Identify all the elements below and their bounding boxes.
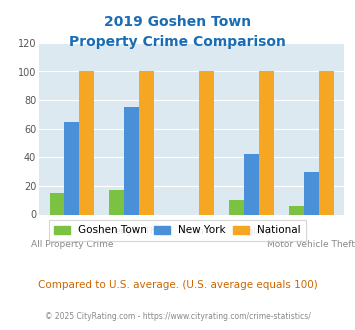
Bar [124,107,139,214]
Text: Larceny & Theft: Larceny & Theft [96,227,168,236]
Bar [65,121,80,214]
Bar [139,72,154,214]
Bar [319,72,334,214]
Text: Arson: Arson [179,227,204,236]
Bar [289,206,304,214]
Bar [259,72,274,214]
Bar [80,72,94,214]
Bar [109,190,124,214]
Text: Property Crime Comparison: Property Crime Comparison [69,35,286,49]
Bar [199,72,214,214]
Bar [244,154,259,214]
Bar [229,200,244,214]
Legend: Goshen Town, New York, National: Goshen Town, New York, National [49,220,306,241]
Text: All Property Crime: All Property Crime [31,240,113,249]
Bar [50,193,65,214]
Text: Burglary: Burglary [232,227,271,236]
Text: © 2025 CityRating.com - https://www.cityrating.com/crime-statistics/: © 2025 CityRating.com - https://www.city… [45,312,310,321]
Text: Motor Vehicle Theft: Motor Vehicle Theft [267,240,355,249]
Text: Compared to U.S. average. (U.S. average equals 100): Compared to U.S. average. (U.S. average … [38,280,317,290]
Bar [304,172,319,214]
Text: 2019 Goshen Town: 2019 Goshen Town [104,15,251,29]
